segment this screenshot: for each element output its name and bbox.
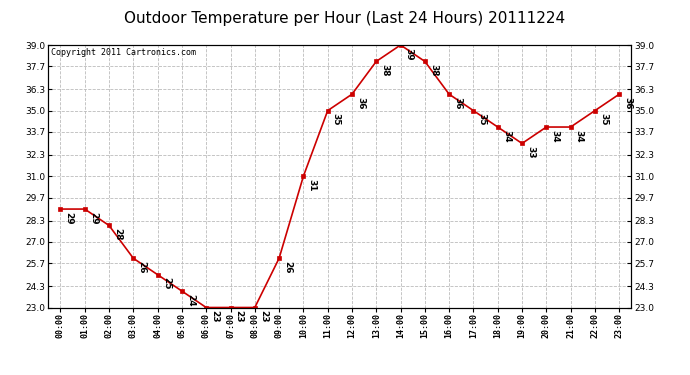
Text: 23: 23 xyxy=(235,310,244,323)
Text: 34: 34 xyxy=(551,130,560,142)
Text: 25: 25 xyxy=(161,278,171,290)
Text: 26: 26 xyxy=(137,261,146,273)
Text: 26: 26 xyxy=(284,261,293,273)
Text: 34: 34 xyxy=(575,130,584,142)
Text: 35: 35 xyxy=(332,113,341,126)
Text: 31: 31 xyxy=(308,179,317,192)
Text: 38: 38 xyxy=(429,64,438,76)
Text: 23: 23 xyxy=(259,310,268,323)
Text: Outdoor Temperature per Hour (Last 24 Hours) 20111224: Outdoor Temperature per Hour (Last 24 Ho… xyxy=(124,11,566,26)
Text: Copyright 2011 Cartronics.com: Copyright 2011 Cartronics.com xyxy=(51,48,196,57)
Text: 36: 36 xyxy=(623,97,632,109)
Text: 23: 23 xyxy=(210,310,219,323)
Text: 28: 28 xyxy=(113,228,122,241)
Text: 29: 29 xyxy=(65,212,74,225)
Text: 39: 39 xyxy=(405,48,414,60)
Text: 36: 36 xyxy=(453,97,462,109)
Text: 35: 35 xyxy=(477,113,486,126)
Text: 34: 34 xyxy=(502,130,511,142)
Text: 24: 24 xyxy=(186,294,195,306)
Text: 33: 33 xyxy=(526,146,535,159)
Text: 36: 36 xyxy=(356,97,365,109)
Text: 29: 29 xyxy=(89,212,98,225)
Text: 38: 38 xyxy=(380,64,389,76)
Text: 35: 35 xyxy=(599,113,608,126)
